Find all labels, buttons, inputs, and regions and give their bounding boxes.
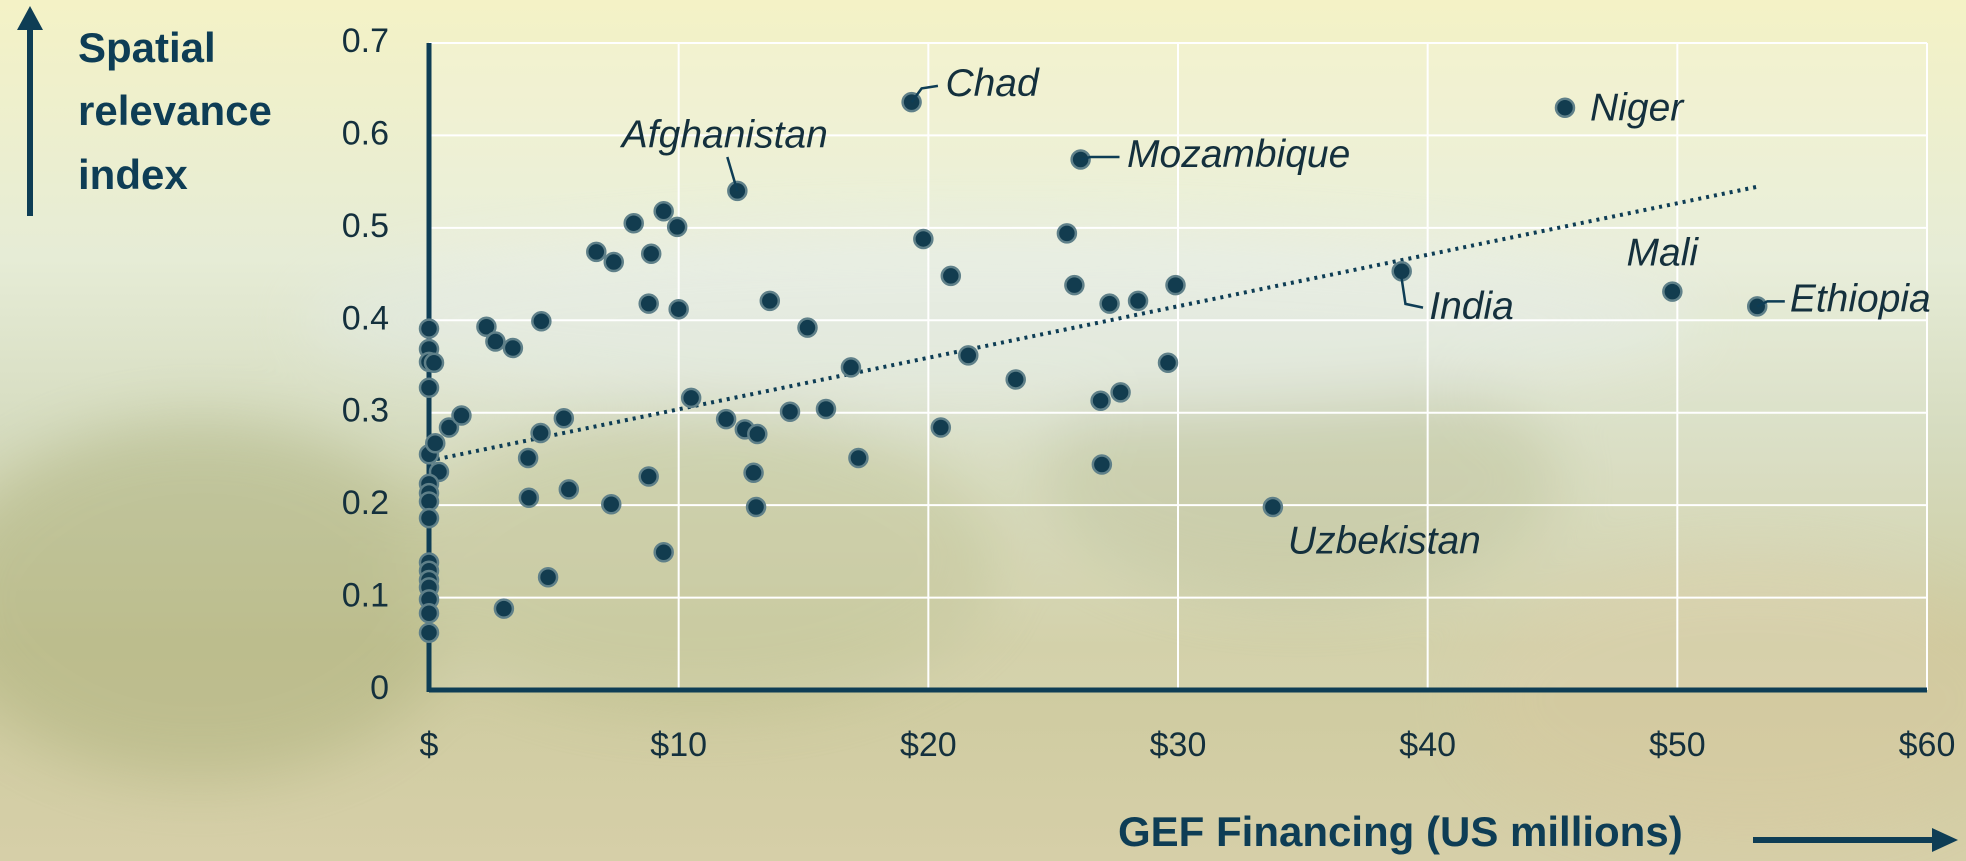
point — [558, 479, 580, 500]
point — [418, 507, 440, 529]
leader-line — [1756, 300, 1785, 308]
point — [913, 228, 934, 250]
point-label: Uzbekistan — [1288, 520, 1481, 563]
point — [485, 331, 506, 352]
point — [848, 447, 869, 469]
point — [1064, 274, 1085, 296]
point — [1662, 281, 1683, 302]
point — [1091, 454, 1113, 475]
point — [745, 496, 767, 518]
point — [640, 243, 662, 264]
point — [747, 423, 768, 445]
x-tick-label: $20 — [900, 726, 957, 764]
point-label: India — [1429, 285, 1514, 328]
point — [418, 491, 440, 512]
point — [1165, 274, 1186, 296]
point — [759, 290, 781, 312]
y-tick-label: 0.7 — [342, 22, 389, 60]
point — [531, 310, 552, 332]
y-tick-label: 0.3 — [342, 392, 389, 430]
point — [493, 598, 515, 619]
point — [418, 318, 440, 339]
leader-line — [1080, 155, 1120, 161]
point — [418, 622, 440, 643]
point — [423, 352, 445, 374]
point — [424, 432, 446, 454]
point — [930, 417, 952, 438]
trendline — [428, 184, 1761, 463]
point — [638, 293, 659, 314]
point — [653, 200, 674, 222]
point — [638, 466, 659, 487]
y-tick-label: 0.2 — [342, 484, 389, 522]
point — [438, 417, 460, 438]
point-label: Afghanistan — [620, 113, 828, 156]
point — [1157, 352, 1179, 374]
point — [1099, 293, 1120, 314]
point — [1090, 390, 1111, 411]
x-tick-label: $50 — [1649, 726, 1706, 764]
point — [668, 298, 689, 320]
point-label: Niger — [1590, 87, 1685, 130]
point — [1554, 97, 1576, 118]
point — [1110, 382, 1131, 403]
point — [537, 566, 559, 588]
x-tick-label: $10 — [650, 726, 707, 764]
point — [586, 241, 607, 263]
y-tick-label: 0.4 — [342, 299, 389, 337]
point — [1127, 290, 1149, 312]
point — [1005, 369, 1026, 390]
point — [840, 357, 862, 378]
point — [518, 487, 540, 508]
y-axis-title: Spatial — [78, 24, 216, 71]
point — [530, 422, 551, 444]
point — [715, 408, 737, 430]
point — [1056, 223, 1078, 244]
point — [779, 401, 801, 423]
point — [553, 408, 575, 429]
point — [797, 317, 818, 338]
point — [1391, 261, 1412, 282]
x-arrow-head — [1932, 828, 1958, 852]
point — [815, 398, 837, 420]
point — [680, 387, 702, 409]
x-axis-title: GEF Financing (US millions) — [1118, 808, 1683, 855]
point — [653, 542, 674, 563]
point-label: Chad — [945, 62, 1040, 105]
point — [958, 345, 979, 366]
y-tick-label: 0.6 — [342, 114, 389, 152]
leader-line — [726, 156, 739, 192]
y-axis-title: index — [78, 151, 188, 198]
point — [1262, 496, 1284, 518]
y-arrow-head — [17, 6, 43, 30]
leader-line — [910, 84, 939, 103]
point — [502, 337, 524, 359]
point — [517, 447, 539, 469]
point-label: Mozambique — [1127, 133, 1350, 176]
x-tick-label: $40 — [1399, 726, 1456, 764]
point — [623, 212, 644, 234]
point — [476, 316, 497, 338]
x-tick-label: $30 — [1150, 726, 1207, 764]
point-label: Ethiopia — [1790, 278, 1931, 321]
point — [603, 251, 625, 273]
y-tick-label: 0.5 — [342, 207, 389, 245]
point — [940, 265, 962, 287]
point — [601, 493, 622, 515]
point-label: Mali — [1627, 232, 1700, 275]
point — [418, 377, 440, 399]
y-tick-label: 0.1 — [342, 577, 389, 615]
y-axis-title: relevance — [78, 87, 272, 134]
leader-line — [1400, 278, 1424, 309]
point — [666, 216, 688, 238]
point — [418, 603, 440, 624]
x-tick-label: $60 — [1899, 726, 1956, 764]
y-tick-label: 0 — [370, 669, 389, 707]
x-tick-label: $ — [420, 726, 439, 764]
point — [743, 462, 764, 484]
point — [451, 405, 472, 426]
